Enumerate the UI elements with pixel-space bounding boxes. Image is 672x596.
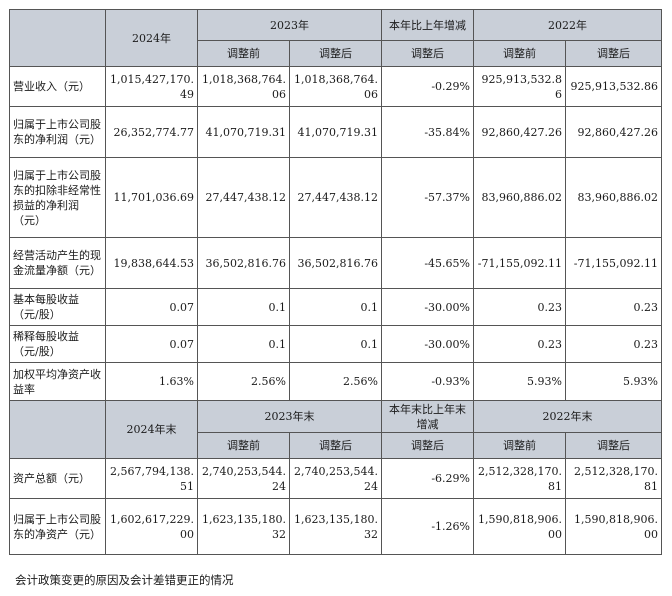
value-cell-v2022a: 5.93% bbox=[473, 362, 566, 401]
value-cell-v2024: 0.07 bbox=[105, 288, 198, 326]
value-cell-v2023a: 0.1 bbox=[197, 325, 290, 363]
col-change-header: 本年比上年增减 bbox=[381, 9, 474, 41]
value-cell-v2023a: 1,623,135,180.32 bbox=[197, 498, 290, 555]
col-change-after-header: 调整后 bbox=[381, 40, 474, 67]
row-label: 经营活动产生的现金流量净额（元） bbox=[9, 237, 106, 289]
value-cell-v2023b: 27,447,438.12 bbox=[289, 157, 382, 238]
value-cell-chg: -35.84% bbox=[381, 106, 474, 158]
value-cell-v2022b: 0.23 bbox=[565, 288, 662, 326]
row-label: 归属于上市公司股东的净资产（元） bbox=[9, 498, 106, 555]
value-cell-v2022b: 83,960,886.02 bbox=[565, 157, 662, 238]
value-cell-v2024: 1,015,427,170.49 bbox=[105, 66, 198, 107]
col-2023-end-before-header: 调整前 bbox=[197, 432, 290, 459]
value-cell-v2023a: 41,070,719.31 bbox=[197, 106, 290, 158]
col-2023-end-after-header: 调整后 bbox=[289, 432, 382, 459]
row-label: 归属于上市公司股东的净利润（元） bbox=[9, 106, 106, 158]
value-cell-v2022b: -71,155,092.11 bbox=[565, 237, 662, 289]
value-cell-v2024: 1,602,617,229.00 bbox=[105, 498, 198, 555]
footer-note: 会计政策变更的原因及会计差错更正的情况 bbox=[15, 573, 234, 587]
value-cell-v2022b: 92,860,427.26 bbox=[565, 106, 662, 158]
value-cell-v2022a: 92,860,427.26 bbox=[473, 106, 566, 158]
value-cell-v2023b: 0.1 bbox=[289, 325, 382, 363]
row-label: 加权平均净资产收益率 bbox=[9, 362, 106, 401]
value-cell-v2023b: 36,502,816.76 bbox=[289, 237, 382, 289]
value-cell-v2023b: 2.56% bbox=[289, 362, 382, 401]
value-cell-chg: -6.29% bbox=[381, 458, 474, 499]
table-row: 稀释每股收益（元/股） 0.07 0.1 0.1 -30.00% 0.23 0.23 bbox=[9, 325, 662, 363]
value-cell-v2022b: 0.23 bbox=[565, 325, 662, 363]
value-cell-v2022b: 2,512,328,170.81 bbox=[565, 458, 662, 499]
header-blank-cell bbox=[9, 9, 106, 67]
value-cell-v2023b: 41,070,719.31 bbox=[289, 106, 382, 158]
value-cell-v2022a: -71,155,092.11 bbox=[473, 237, 566, 289]
value-cell-chg: -57.37% bbox=[381, 157, 474, 238]
col-2022-after-header: 调整后 bbox=[565, 40, 662, 67]
col-2023-header: 2023年 bbox=[197, 9, 382, 41]
value-cell-chg: -0.93% bbox=[381, 362, 474, 401]
value-cell-v2022a: 0.23 bbox=[473, 288, 566, 326]
value-cell-v2022a: 83,960,886.02 bbox=[473, 157, 566, 238]
value-cell-v2022a: 925,913,532.86 bbox=[473, 66, 566, 107]
row-label: 营业收入（元） bbox=[9, 66, 106, 107]
value-cell-chg: -45.65% bbox=[381, 237, 474, 289]
table-row: 归属于上市公司股东的净资产（元） 1,602,617,229.00 1,623,13… bbox=[9, 498, 662, 555]
value-cell-v2023a: 0.1 bbox=[197, 288, 290, 326]
value-cell-v2023b: 1,623,135,180.32 bbox=[289, 498, 382, 555]
col-2022-header: 2022年 bbox=[473, 9, 662, 41]
row-label: 稀释每股收益（元/股） bbox=[9, 325, 106, 363]
value-cell-v2023b: 0.1 bbox=[289, 288, 382, 326]
col-2023-before-header: 调整前 bbox=[197, 40, 290, 67]
value-cell-v2022a: 0.23 bbox=[473, 325, 566, 363]
col-2024-header: 2024年 bbox=[105, 9, 198, 67]
col-2023-end-header: 2023年末 bbox=[197, 400, 382, 433]
row-label: 基本每股收益（元/股） bbox=[9, 288, 106, 326]
value-cell-chg: -30.00% bbox=[381, 325, 474, 363]
table-row: 营业收入（元） 1,015,427,170.49 1,018,368,764.06 1… bbox=[9, 66, 662, 107]
col-change-end-after-header: 调整后 bbox=[381, 432, 474, 459]
value-cell-v2024: 1.63% bbox=[105, 362, 198, 401]
value-cell-v2022b: 925,913,532.86 bbox=[565, 66, 662, 107]
value-cell-v2022a: 2,512,328,170.81 bbox=[473, 458, 566, 499]
value-cell-v2022b: 5.93% bbox=[565, 362, 662, 401]
value-cell-v2023a: 1,018,368,764.06 bbox=[197, 66, 290, 107]
value-cell-chg: -30.00% bbox=[381, 288, 474, 326]
header2-blank-cell bbox=[9, 400, 106, 459]
col-2022-end-after-header: 调整后 bbox=[565, 432, 662, 459]
table-row: 基本每股收益（元/股） 0.07 0.1 0.1 -30.00% 0.23 0.23 bbox=[9, 288, 662, 326]
value-cell-v2022b: 1,590,818,906.00 bbox=[565, 498, 662, 555]
table-row: 加权平均净资产收益率 1.63% 2.56% 2.56% -0.93% 5.93% 5.93… bbox=[9, 362, 662, 401]
col-2022-end-header: 2022年末 bbox=[473, 400, 662, 433]
value-cell-v2023b: 1,018,368,764.06 bbox=[289, 66, 382, 107]
row-label: 归属于上市公司股东的扣除非经常性损益的净利润（元） bbox=[9, 157, 106, 238]
value-cell-v2024: 0.07 bbox=[105, 325, 198, 363]
value-cell-v2023b: 2,740,253,544.24 bbox=[289, 458, 382, 499]
value-cell-v2024: 26,352,774.77 bbox=[105, 106, 198, 158]
value-cell-v2022a: 1,590,818,906.00 bbox=[473, 498, 566, 555]
col-2023-after-header: 调整后 bbox=[289, 40, 382, 67]
value-cell-v2024: 2,567,794,138.51 bbox=[105, 458, 198, 499]
table-row: 归属于上市公司股东的扣除非经常性损益的净利润（元） 11,701,036.69 27… bbox=[9, 157, 662, 238]
value-cell-v2024: 19,838,644.53 bbox=[105, 237, 198, 289]
col-change-end-header: 本年末比上年末增减 bbox=[381, 400, 474, 433]
table-row: 归属于上市公司股东的净利润（元） 26,352,774.77 41,070,719.… bbox=[9, 106, 662, 158]
value-cell-v2023a: 36,502,816.76 bbox=[197, 237, 290, 289]
col-2024-end-header: 2024年末 bbox=[105, 400, 198, 459]
value-cell-v2023a: 2,740,253,544.24 bbox=[197, 458, 290, 499]
value-cell-v2023a: 2.56% bbox=[197, 362, 290, 401]
value-cell-chg: -0.29% bbox=[381, 66, 474, 107]
col-2022-end-before-header: 调整前 bbox=[473, 432, 566, 459]
table-row: 资产总额（元） 2,567,794,138.51 2,740,253,544.24 2… bbox=[9, 458, 662, 499]
row-label: 资产总额（元） bbox=[9, 458, 106, 499]
value-cell-v2024: 11,701,036.69 bbox=[105, 157, 198, 238]
value-cell-v2023a: 27,447,438.12 bbox=[197, 157, 290, 238]
financial-summary-table: 2024年 2023年 本年比上年增减 2022年 调整前 调整后 调整后 调整… bbox=[9, 9, 662, 555]
col-2022-before-header: 调整前 bbox=[473, 40, 566, 67]
value-cell-chg: -1.26% bbox=[381, 498, 474, 555]
table-row: 经营活动产生的现金流量净额（元） 19,838,644.53 36,502,816.… bbox=[9, 237, 662, 289]
